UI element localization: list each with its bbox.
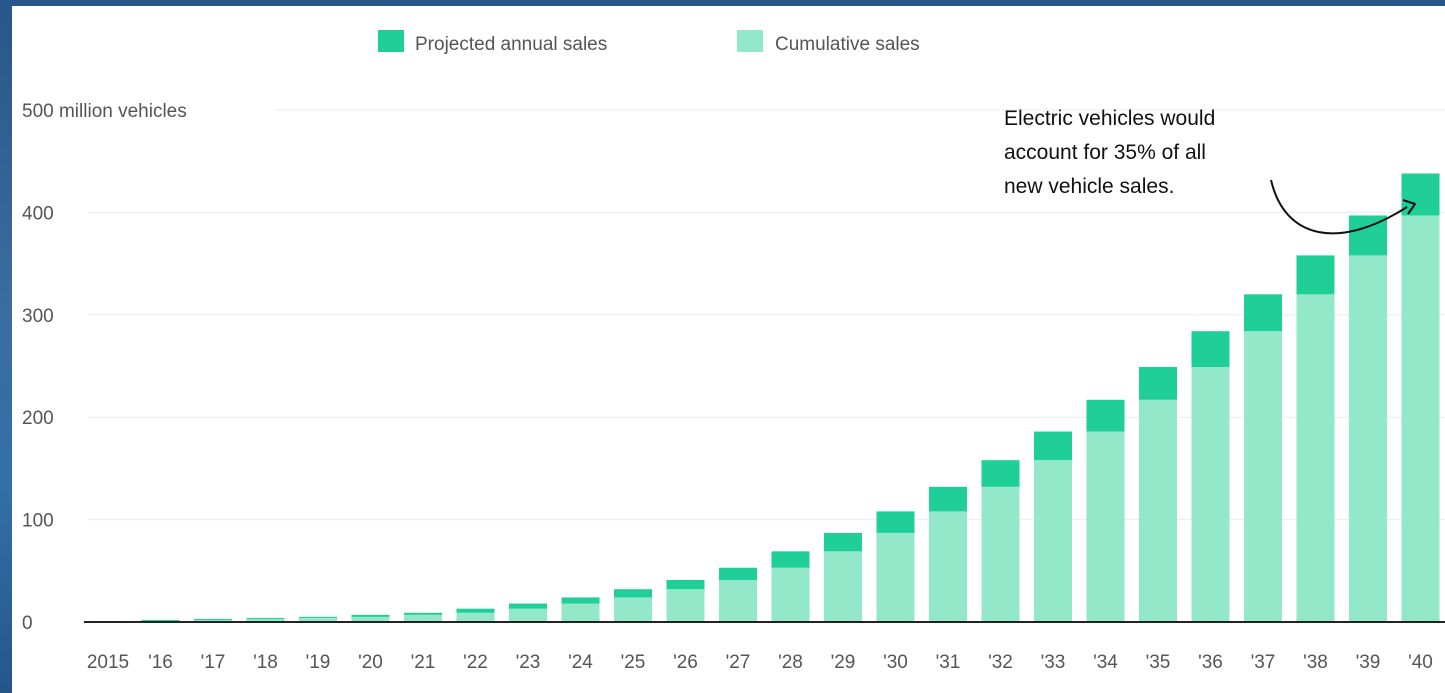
bar-projected-annual-sales — [1191, 331, 1230, 368]
bar-cumulative-sales — [1191, 367, 1230, 622]
x-tick-label: '39 — [1356, 652, 1381, 673]
bars — [89, 173, 1440, 623]
bar-projected-annual-sales — [404, 612, 442, 615]
bar-projected-annual-sales — [666, 580, 705, 590]
bar-projected-annual-sales — [1034, 431, 1072, 461]
bar-cumulative-sales — [561, 603, 600, 622]
bar-cumulative-sales — [876, 532, 915, 622]
bar-cumulative-sales — [351, 616, 390, 622]
y-tick-label: 500 million vehicles — [22, 101, 187, 122]
bar-projected-annual-sales — [351, 614, 390, 617]
bar-cumulative-sales — [299, 617, 337, 622]
x-tick-label: '29 — [831, 652, 856, 673]
x-tick-label: '26 — [673, 652, 698, 673]
x-tick-label: '28 — [778, 652, 803, 673]
x-tick-label: '27 — [726, 652, 751, 673]
x-tick-label: '34 — [1093, 652, 1118, 673]
bar-cumulative-sales — [981, 486, 1020, 622]
bar-projected-annual-sales — [509, 603, 547, 609]
x-tick-label: '23 — [516, 652, 541, 673]
bar-cumulative-sales — [1401, 215, 1440, 623]
y-tick-label: 300 — [22, 306, 54, 327]
x-tick-label: '22 — [463, 652, 488, 673]
bar-projected-annual-sales — [929, 486, 967, 512]
bar-cumulative-sales — [194, 619, 232, 622]
x-tick-label: '36 — [1198, 652, 1223, 673]
bar-cumulative-sales — [771, 567, 810, 622]
bar-projected-annual-sales — [719, 567, 757, 581]
annotation-arrowhead-icon — [1402, 199, 1416, 215]
bar-cumulative-sales — [1244, 331, 1282, 622]
bar-projected-annual-sales — [1244, 294, 1282, 332]
annotation-line-3: new vehicle sales. — [1004, 175, 1174, 198]
bar-projected-annual-sales — [1296, 255, 1335, 295]
bar-cumulative-sales — [509, 608, 547, 622]
legend-label-projected-annual-sales: Projected annual sales — [415, 34, 607, 55]
bar-projected-annual-sales — [1139, 367, 1177, 400]
bar-cumulative-sales — [246, 618, 285, 622]
bar-projected-annual-sales — [456, 608, 495, 613]
x-tick-label: '25 — [621, 652, 646, 673]
bar-projected-annual-sales — [1401, 173, 1440, 216]
x-tick-label: '32 — [988, 652, 1013, 673]
annotation-line-2: account for 35% of all — [1004, 141, 1206, 164]
bar-projected-annual-sales — [824, 532, 862, 552]
bar-projected-annual-sales — [194, 618, 232, 620]
bar-projected-annual-sales — [141, 619, 180, 621]
bar-cumulative-sales — [1086, 431, 1125, 622]
x-tick-label: '31 — [936, 652, 961, 673]
x-tick-label: '18 — [253, 652, 278, 673]
annotation-arrow — [1270, 179, 1408, 235]
bar-projected-annual-sales — [246, 617, 285, 619]
bar-cumulative-sales — [614, 597, 652, 622]
bar-projected-annual-sales — [299, 616, 337, 618]
bar-cumulative-sales — [929, 511, 967, 622]
annotation-line-1: Electric vehicles would — [1004, 107, 1215, 130]
legend-label-cumulative-sales: Cumulative sales — [775, 34, 920, 55]
x-tick-label: '17 — [201, 652, 226, 673]
bar-cumulative-sales — [719, 580, 757, 622]
bar-cumulative-sales — [1296, 294, 1335, 622]
x-tick-label: '30 — [883, 652, 908, 673]
bar-cumulative-sales — [1139, 399, 1177, 622]
bar-projected-annual-sales — [771, 551, 810, 568]
y-tick-label: 200 — [22, 408, 54, 429]
x-tick-label: '38 — [1303, 652, 1328, 673]
x-tick-label: '24 — [568, 652, 593, 673]
x-tick-label: '19 — [306, 652, 331, 673]
bar-cumulative-sales — [456, 612, 495, 622]
y-tick-label: 0 — [22, 613, 33, 634]
legend-swatch-projected-annual-sales — [378, 30, 404, 52]
bar-cumulative-sales — [824, 551, 862, 622]
x-axis-tick-labels: 2015 '16 '17 '18 '19 '20 '21 '22 '23 '24 '25 '26 '27… — [87, 652, 1433, 673]
bar-projected-annual-sales — [981, 460, 1020, 487]
bar-projected-annual-sales — [614, 589, 652, 598]
legend: Projected annual sales Cumulative sales — [378, 30, 920, 55]
x-tick-label: '40 — [1408, 652, 1433, 673]
annotation: Electric vehicles would account for 35% … — [1004, 107, 1416, 235]
bar-projected-annual-sales — [1086, 399, 1125, 432]
y-tick-label: 400 — [22, 203, 54, 224]
x-tick-label: 2015 — [87, 652, 129, 673]
bar-cumulative-sales — [666, 589, 705, 622]
bar-cumulative-sales — [1349, 255, 1387, 622]
x-tick-label: '35 — [1146, 652, 1171, 673]
y-axis-tick-labels: 0 100 200 300 400 500 million vehicles — [22, 101, 187, 634]
legend-swatch-cumulative-sales — [737, 30, 763, 52]
bar-cumulative-sales — [404, 614, 442, 622]
x-tick-label: '16 — [148, 652, 173, 673]
x-tick-label: '20 — [358, 652, 383, 673]
bar-projected-annual-sales — [876, 511, 915, 533]
y-tick-label: 100 — [22, 511, 54, 532]
gridlines — [88, 109, 1445, 521]
bar-cumulative-sales — [1034, 460, 1072, 622]
x-tick-label: '33 — [1041, 652, 1066, 673]
x-tick-label: '21 — [411, 652, 436, 673]
bar-projected-annual-sales — [561, 597, 600, 604]
x-tick-label: '37 — [1251, 652, 1276, 673]
